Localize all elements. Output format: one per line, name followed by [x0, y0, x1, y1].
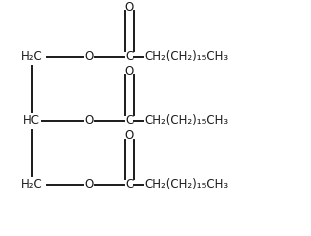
Text: O: O — [125, 1, 134, 14]
Text: O: O — [125, 129, 134, 142]
Text: O: O — [125, 65, 134, 78]
Text: H₂C: H₂C — [21, 50, 43, 63]
Text: C: C — [125, 50, 133, 63]
Text: C: C — [125, 114, 133, 127]
Text: O: O — [84, 114, 94, 127]
Text: HC: HC — [23, 114, 40, 127]
Text: O: O — [84, 178, 94, 191]
Text: CH₂(CH₂)₁₅CH₃: CH₂(CH₂)₁₅CH₃ — [145, 50, 229, 63]
Text: CH₂(CH₂)₁₅CH₃: CH₂(CH₂)₁₅CH₃ — [145, 114, 229, 127]
Text: O: O — [84, 50, 94, 63]
Text: C: C — [125, 178, 133, 191]
Text: H₂C: H₂C — [21, 178, 43, 191]
Text: CH₂(CH₂)₁₅CH₃: CH₂(CH₂)₁₅CH₃ — [145, 178, 229, 191]
